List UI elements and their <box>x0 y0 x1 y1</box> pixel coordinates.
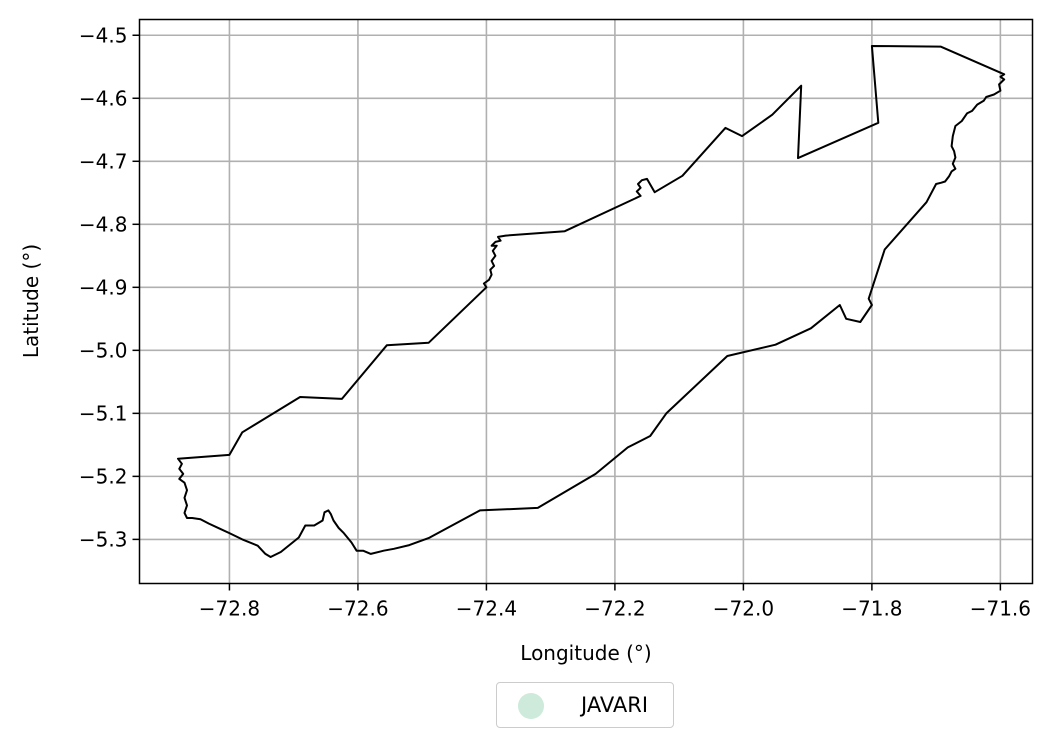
legend-marker-icon <box>518 693 544 719</box>
legend-label: JAVARI <box>581 693 649 717</box>
grid-lines <box>139 19 1033 584</box>
x-tick-label: −72.2 <box>584 597 645 621</box>
y-tick-label: −4.9 <box>79 275 128 299</box>
y-tick-label: −5.3 <box>79 527 128 551</box>
y-tick-label: −5.0 <box>79 338 128 362</box>
plot-frame <box>138 18 1034 585</box>
y-tick-label: −4.6 <box>79 86 128 110</box>
boundary-javari <box>177 45 1006 558</box>
x-tick-label: −72.8 <box>199 597 260 621</box>
y-tick-label: −5.2 <box>79 464 128 488</box>
y-axis-label: Latitude (°) <box>19 244 43 358</box>
y-tick-label: −4.8 <box>79 212 128 236</box>
y-tick-label: −4.7 <box>79 149 128 173</box>
legend: JAVARI <box>496 682 674 728</box>
y-tick-label: −4.5 <box>79 23 128 47</box>
axis-ticks: −72.8 −72.6 −72.4 −72.2 −72.0 −71.8 −71.6 −4.5 −… <box>79 23 1031 620</box>
x-tick-label: −72.0 <box>713 597 774 621</box>
y-tick-label: −5.1 <box>79 401 128 425</box>
feature-layer <box>177 45 1006 558</box>
x-axis-label: Longitude (°) <box>520 641 651 665</box>
x-tick-label: −71.6 <box>970 597 1031 621</box>
x-tick-label: −72.4 <box>456 597 517 621</box>
x-tick-label: −71.8 <box>841 597 902 621</box>
x-tick-label: −72.6 <box>327 597 388 621</box>
